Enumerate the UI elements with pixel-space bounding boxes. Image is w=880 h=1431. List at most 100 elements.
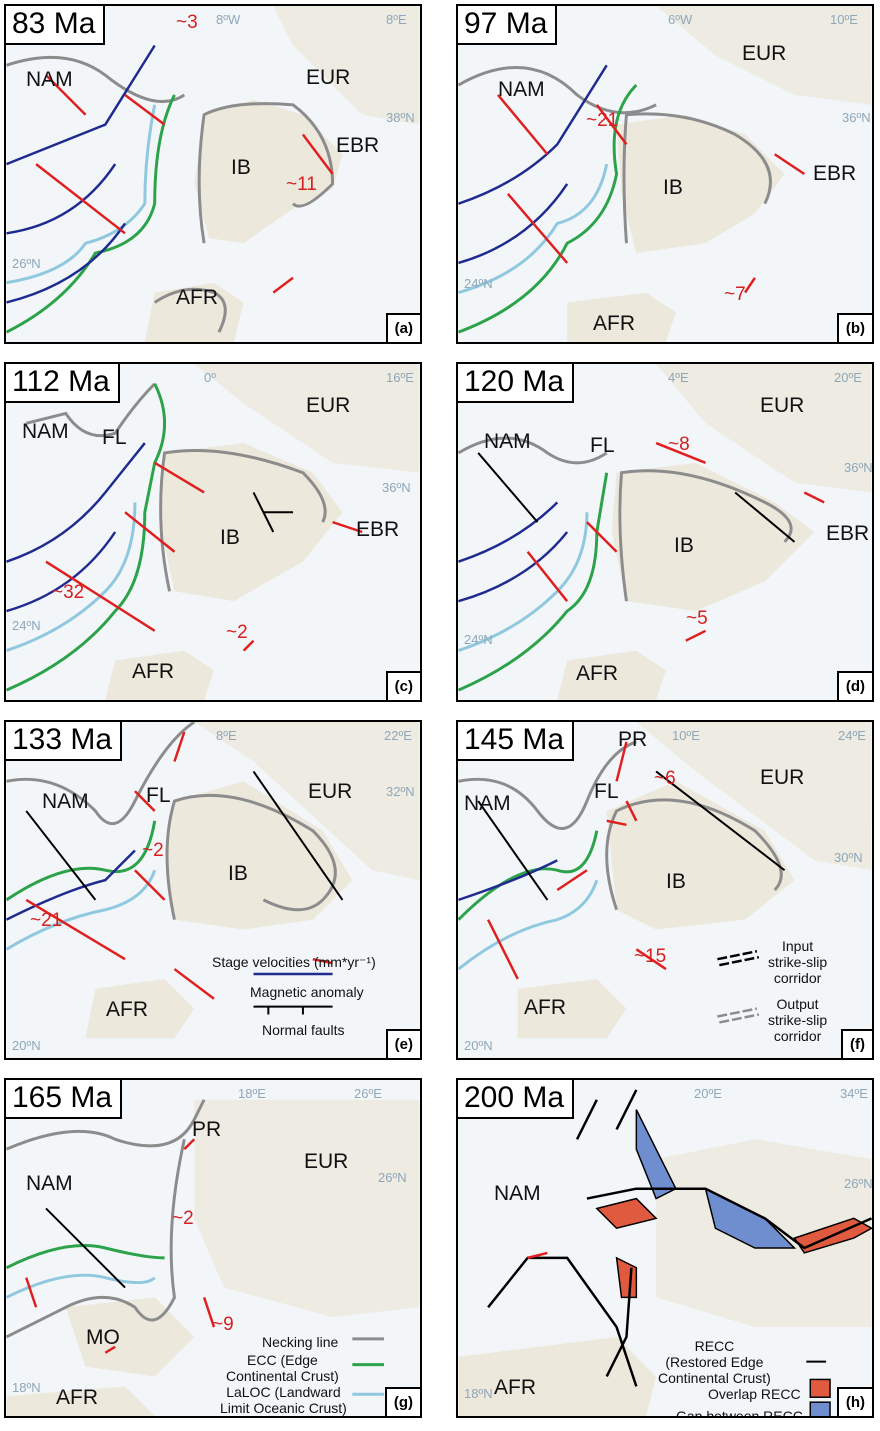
map-a-graphics: [6, 6, 420, 342]
legend-output-corridor-label: Output strike-slip corridor: [768, 996, 827, 1044]
necking-line: [153, 287, 227, 333]
plate-label: IB: [674, 534, 694, 557]
legend-velocity: Stage velocities (mm*yr⁻¹): [212, 954, 376, 970]
grid-label: 38ºN: [386, 110, 415, 125]
map-panel-g: 165 Ma (g) PR NAM EUR MO AFR ~2 ~9 18ºE …: [4, 1078, 422, 1418]
legend-velocity-arrow: [312, 957, 333, 965]
plate-label: EUR: [306, 394, 351, 417]
legend-overlap-label: Overlap RECC: [708, 1386, 801, 1402]
legend-text-line: strike-slip: [768, 1012, 828, 1028]
panel-label: (e): [385, 1029, 420, 1058]
plate-label: NAM: [26, 1172, 73, 1195]
age-label: 83 Ma: [6, 6, 106, 45]
plate-label: IB: [220, 526, 240, 549]
plate-label: AFR: [593, 312, 635, 335]
legend-text-line: RECC: [694, 1338, 735, 1354]
legend-ecc-label: ECC (Edge Continental Crust): [226, 1352, 339, 1384]
grid-label: 4ºE: [668, 370, 689, 385]
map-f-graphics: [458, 722, 872, 1058]
plate-label: AFR: [576, 662, 618, 685]
grid-label: 20ºE: [694, 1086, 722, 1101]
map-b-graphics: [458, 6, 872, 342]
plate-label: NAM: [484, 430, 531, 453]
grid-label: 36ºN: [844, 460, 873, 475]
plate-label: NAM: [42, 790, 89, 813]
plate-label: NAM: [498, 78, 545, 101]
panel-label: (f): [841, 1029, 872, 1058]
legend-text-line: Output: [776, 996, 819, 1012]
grid-label: 36ºN: [382, 480, 411, 495]
plate-label: EUR: [304, 1150, 349, 1173]
legend-text-line: strike-slip: [768, 954, 828, 970]
rate-label: ~21: [30, 910, 63, 931]
plate-label: EUR: [760, 394, 805, 417]
panel-label: (h): [836, 1387, 872, 1416]
legend-text-line: Continental Crust): [226, 1368, 339, 1384]
plate-label: FL: [146, 784, 171, 807]
rate-label: ~3: [176, 12, 198, 33]
plate-label: EBR: [336, 134, 380, 157]
grid-label: 18ºN: [464, 1386, 493, 1401]
plate-label: PR: [618, 728, 648, 751]
grid-label: 26ºE: [354, 1086, 382, 1101]
plate-label: NAM: [464, 792, 511, 815]
plate-label: MO: [86, 1326, 120, 1349]
gap-region: [635, 1109, 677, 1200]
legend-text-line: (Restored Edge: [665, 1354, 764, 1370]
rate-label: ~7: [724, 284, 746, 305]
plate-label: IB: [663, 176, 683, 199]
plate-label: IB: [231, 156, 251, 179]
map-panel-d: 120 Ma (d) NAM FL EUR IB EBR AFR ~8 ~5 4…: [456, 362, 874, 702]
grid-label: 10ºE: [830, 12, 858, 27]
age-label: 145 Ma: [458, 722, 575, 761]
map-panel-f: 145 Ma (f) PR NAM FL EUR IB AFR ~6 ~15 1…: [456, 720, 874, 1060]
grid-label: 22ºE: [384, 728, 412, 743]
grid-label: 26ºN: [12, 256, 41, 271]
overlap-region: [615, 1256, 638, 1299]
grid-label: 26ºN: [378, 1170, 407, 1185]
legend-gap-label: Gap between RECC: [676, 1408, 803, 1418]
plate-label: AFR: [494, 1376, 536, 1399]
map-g-graphics: [6, 1080, 420, 1416]
plate-label: FL: [102, 426, 127, 449]
legend-text-line: corridor: [773, 1028, 822, 1044]
rate-label: ~2: [142, 840, 164, 861]
plate-label: IB: [666, 870, 686, 893]
grid-label: 32ºN: [386, 784, 415, 799]
overlap-region: [595, 1197, 658, 1230]
plate-label: EBR: [826, 522, 870, 545]
legend-gap-swatch: [809, 1401, 831, 1416]
map-e-graphics: [6, 722, 420, 1058]
age-label: 133 Ma: [6, 722, 123, 761]
legend-input-corridor: [717, 950, 760, 967]
legend-overlap-swatch: [809, 1378, 831, 1398]
panel-label: (g): [384, 1387, 420, 1416]
plate-label: FL: [590, 434, 615, 457]
legend-recc-label: RECC (Restored Edge Continental Crust): [658, 1338, 771, 1386]
plate-label: EUR: [306, 66, 351, 89]
grid-label: 8ºE: [386, 12, 407, 27]
legend-text-line: corridor: [773, 970, 822, 986]
recc-line: [487, 1089, 872, 1387]
grid-label: 24ºN: [12, 618, 41, 633]
necking-line: [197, 102, 335, 244]
legend-faults: Normal faults: [262, 1022, 345, 1038]
grid-label: 0º: [204, 370, 216, 385]
plate-label: EBR: [813, 162, 857, 185]
age-label: 112 Ma: [6, 364, 120, 403]
grid-label: 30ºN: [834, 850, 863, 865]
grid-label: 24ºN: [464, 632, 493, 647]
plate-label: EBR: [356, 518, 400, 541]
panel-label: (c): [385, 671, 420, 700]
panel-label: (a): [385, 313, 420, 342]
land-europe: [273, 6, 420, 125]
plate-label: AFR: [176, 286, 218, 309]
legend-text-line: Input: [781, 938, 814, 954]
plate-label: IB: [228, 862, 248, 885]
ecc-line: [6, 94, 176, 334]
grid-label: 16ºE: [386, 370, 414, 385]
grid-label: 24ºN: [464, 276, 493, 291]
velocity-arrow: [35, 74, 334, 294]
rate-label: ~32: [52, 582, 85, 603]
legend-laloc-label: LaLOC (Landward Limit Oceanic Crust): [220, 1384, 347, 1416]
